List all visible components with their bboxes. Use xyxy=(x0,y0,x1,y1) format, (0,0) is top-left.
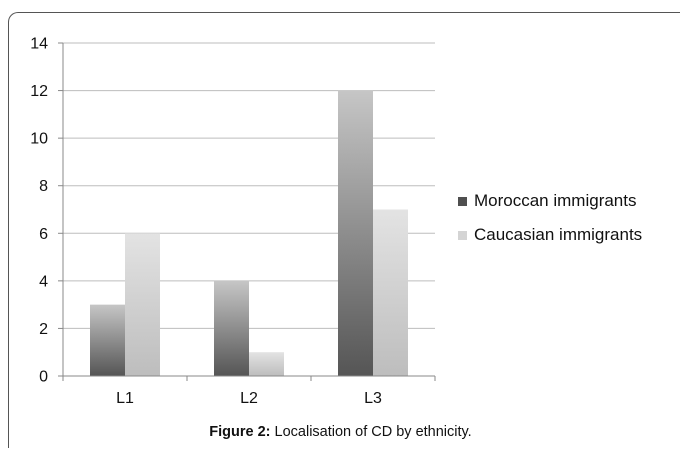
bar-l2-series-2 xyxy=(249,352,284,376)
legend-label-2: Caucasian immigrants xyxy=(474,225,642,244)
caption-text: Localisation of CD by ethnicity. xyxy=(270,424,472,440)
bar-l2-series-1 xyxy=(214,280,249,376)
bars xyxy=(90,90,408,377)
y-tick-label-10: 10 xyxy=(30,131,48,148)
x-tick-labels: L1 L2 L3 xyxy=(116,390,382,407)
figure-frame xyxy=(8,12,680,448)
x-tick-label-l3: L3 xyxy=(364,390,382,407)
y-tick-label-4: 4 xyxy=(39,273,48,290)
y-tick-label-2: 2 xyxy=(39,321,48,338)
y-tick-labels: 0 2 4 6 8 10 12 14 xyxy=(30,36,48,386)
x-tick-label-l2: L2 xyxy=(240,390,258,407)
figure-caption: Figure 2: Localisation of CD by ethnicit… xyxy=(0,424,681,440)
bar-l3-series-2 xyxy=(373,209,408,376)
caption-label: Figure 2: xyxy=(209,424,271,440)
axes xyxy=(58,42,436,381)
y-tick-label-0: 0 xyxy=(39,369,48,386)
bar-l3-series-1 xyxy=(338,90,373,377)
bar-l1-series-1 xyxy=(90,304,125,376)
x-tick-label-l1: L1 xyxy=(116,390,134,407)
legend-swatch-2 xyxy=(458,231,467,240)
y-tick-label-14: 14 xyxy=(30,36,48,53)
y-tick-label-8: 8 xyxy=(39,178,48,195)
legend: Moroccan immigrants Caucasian immigrants xyxy=(458,191,642,244)
y-tick-label-12: 12 xyxy=(30,83,48,100)
legend-swatch-1 xyxy=(458,197,467,206)
y-tick-label-6: 6 xyxy=(39,226,48,243)
bar-l1-series-2 xyxy=(125,233,160,376)
legend-label-1: Moroccan immigrants xyxy=(474,191,637,210)
